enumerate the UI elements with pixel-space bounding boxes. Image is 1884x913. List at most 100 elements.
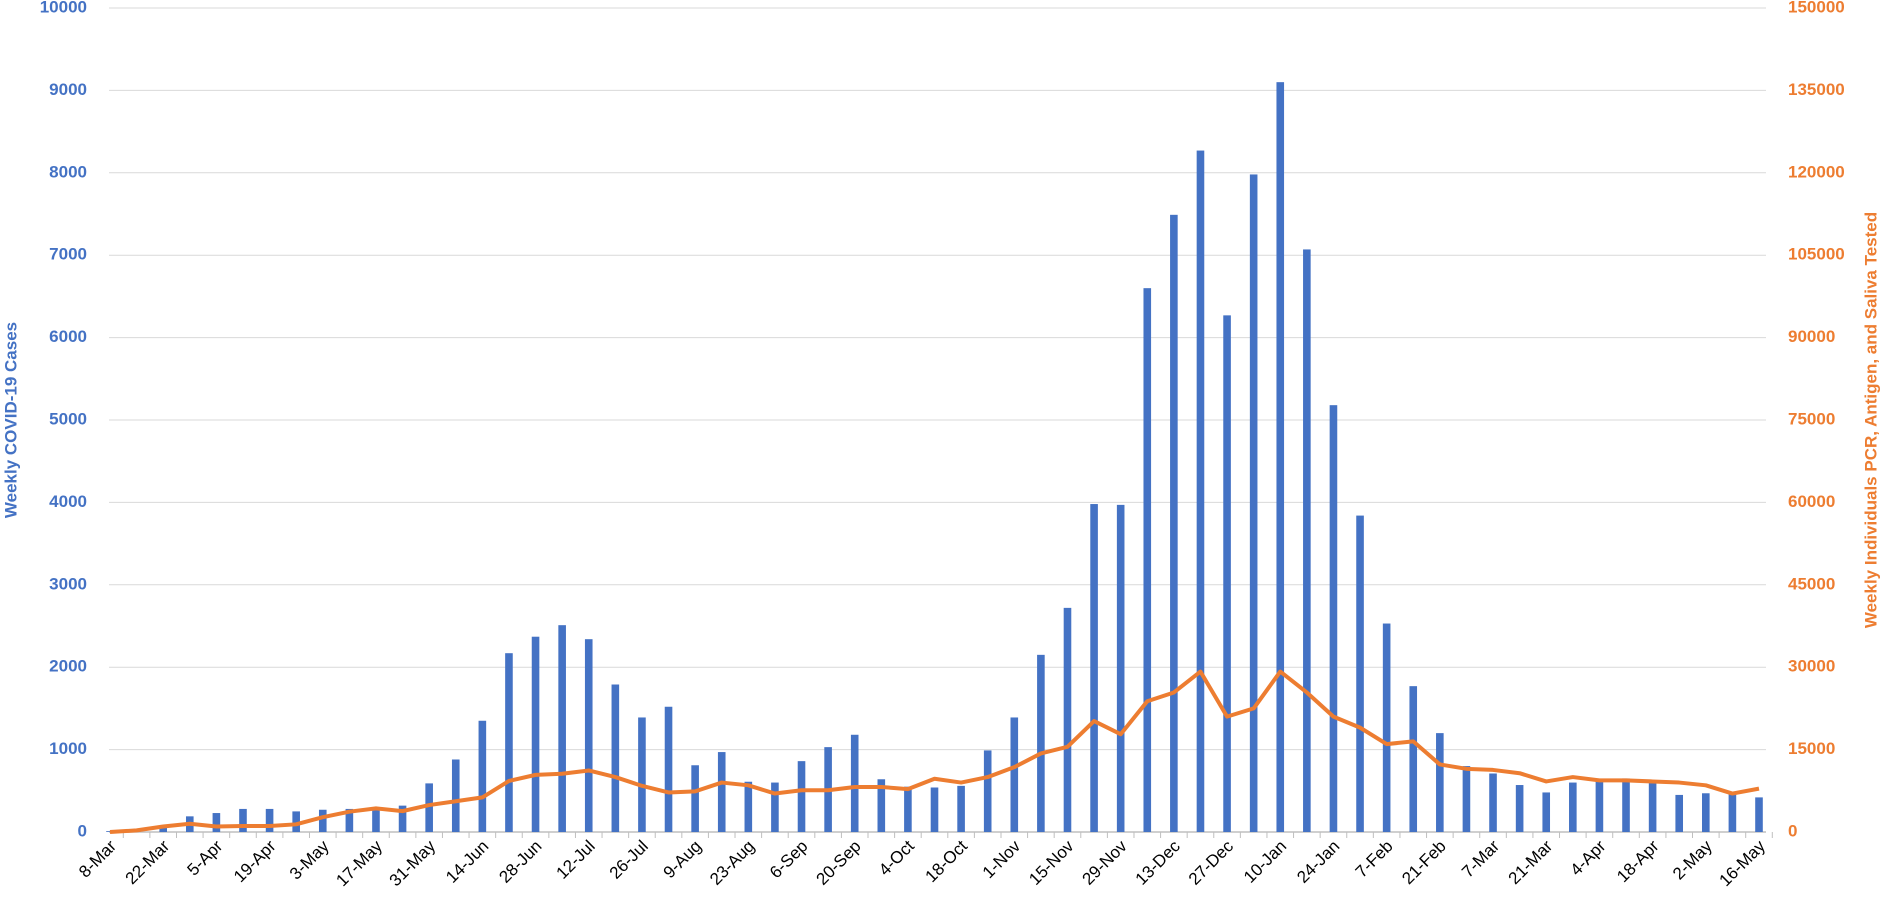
bar [1702,793,1710,832]
y-axis-title: Weekly COVID-19 Cases [1,322,20,518]
bar [771,782,779,832]
x-tick-label: 15-Nov [1025,836,1078,889]
bar [318,809,327,832]
x-tick-label: 19-Apr [230,836,280,886]
bar [930,787,939,832]
bar [1675,794,1684,832]
bar [1755,797,1763,832]
x-tick-label: 28-Jun [495,837,545,887]
x-tick-label: 18-Apr [1613,836,1663,886]
y2-axis-title: Weekly Individuals PCR, Antigen, and Sal… [1861,212,1880,628]
x-tick-label: 4-Oct [875,836,918,879]
y2-tick-label: 60000 [1788,492,1835,511]
bar [451,759,460,832]
y2-tick-label: 90000 [1788,327,1835,346]
bar [1090,504,1098,832]
y2-tick-label: 30000 [1788,657,1835,676]
bar [558,625,566,832]
bar [1622,778,1630,832]
bar [877,779,886,832]
bar [904,786,912,832]
bar [1037,654,1045,832]
x-tick-label: 3-May [286,836,333,883]
x-tick-label: 12-Jul [553,837,599,883]
bar [505,653,513,832]
bar [717,752,726,832]
bar [691,765,699,832]
y2-tick-label: 120000 [1788,162,1845,181]
bar [850,734,859,832]
bar [239,808,247,832]
bar [611,684,620,832]
x-tick-label: 7-Mar [1458,836,1503,881]
x-tick-label: 2-May [1669,836,1716,883]
x-tick-label: 23-Aug [706,837,758,889]
x-tick-label: 5-Apr [184,836,227,879]
x-tick-label: 8-Mar [75,836,120,881]
bar [1436,733,1444,832]
y-tick-label: 8000 [49,162,87,181]
bar [1462,766,1471,832]
y2-tick-label: 0 [1788,821,1797,840]
bar [957,785,965,832]
bar [1329,405,1338,832]
bar [1409,686,1418,832]
bar [212,813,221,832]
bar [1728,791,1737,832]
x-tick-label: 21-Mar [1505,836,1557,888]
bar [345,808,354,832]
y-tick-label: 5000 [49,409,87,428]
bar [797,761,806,832]
x-tick-label: 22-Mar [122,836,174,888]
bar [1276,82,1285,832]
y2-tick-label: 45000 [1788,574,1835,593]
y-tick-label: 4000 [49,492,87,511]
y-tick-label: 0 [78,821,87,840]
bar [744,781,753,832]
x-tick-label: 14-Jun [442,837,492,887]
bar [664,706,673,832]
bar [425,783,433,832]
bar [398,805,407,832]
x-tick-label: 24-Jan [1293,837,1343,887]
bar [478,720,487,832]
bar [1010,717,1019,832]
bar [1569,782,1577,832]
bar [292,811,300,832]
y-tick-label: 1000 [49,739,87,758]
x-tick-label: 10-Jan [1240,837,1290,887]
y2-tick-label: 105000 [1788,245,1845,264]
bar [1356,515,1364,832]
x-tick-label: 1-Nov [979,836,1025,882]
bar [584,639,593,832]
bar [1489,773,1497,832]
x-tick-label: 4-Apr [1567,836,1610,879]
x-tick-label: 13-Dec [1132,836,1185,889]
bar [1542,792,1551,832]
x-tick-label: 9-Aug [660,837,706,883]
y-tick-label: 3000 [49,574,87,593]
y-tick-label: 6000 [49,327,87,346]
bar [1648,780,1657,832]
x-tick-label: 21-Feb [1398,837,1450,889]
y-tick-label: 2000 [49,657,87,676]
bar [1116,504,1125,832]
bar [1249,174,1258,832]
bar [265,808,274,832]
x-tick-label: 26-Jul [606,837,652,883]
bar [1223,315,1231,832]
line [109,669,1760,834]
x-tick-label: 17-May [332,836,386,890]
y2-tick-label: 75000 [1788,409,1835,428]
x-tick-label: 31-May [386,836,440,890]
bar [159,827,167,832]
x-tick-label: 27-Dec [1185,836,1238,889]
x-tick-label: 7-Feb [1352,837,1397,882]
y-tick-label: 9000 [49,80,87,99]
y2-tick-label: 15000 [1788,739,1835,758]
x-tick-label: 29-Nov [1078,836,1131,889]
bar [983,750,992,832]
x-tick-label: 20-Sep [813,837,865,889]
bar [1196,150,1205,832]
